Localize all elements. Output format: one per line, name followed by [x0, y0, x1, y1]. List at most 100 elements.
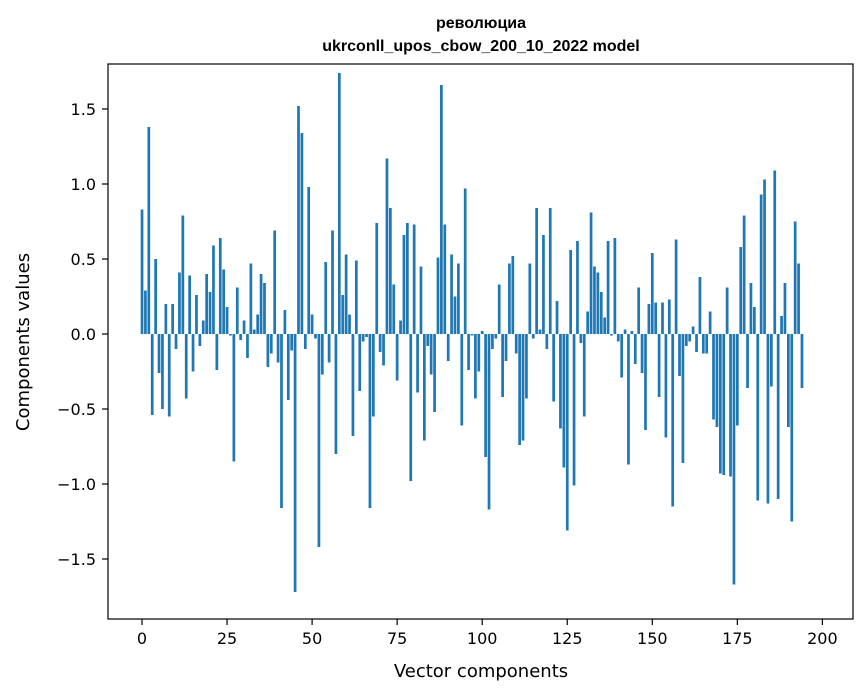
bar-23: [218, 238, 222, 334]
bar-54: [324, 262, 328, 334]
bar-165: [701, 334, 705, 354]
bar-173: [729, 334, 732, 477]
bar-193: [797, 263, 800, 334]
bar-108: [508, 263, 511, 334]
bar-7: [164, 304, 168, 334]
bar-151: [654, 302, 658, 334]
bar-1: [144, 290, 147, 334]
x-tick-label-100: 100: [467, 629, 498, 648]
bar-62: [351, 334, 355, 436]
bar-2: [147, 127, 151, 334]
bar-14: [188, 275, 191, 334]
bar-187: [776, 334, 780, 499]
bar-107: [504, 334, 508, 361]
bar-74: [392, 284, 396, 334]
bar-47: [300, 133, 304, 334]
bar-0: [140, 209, 144, 334]
bar-134: [596, 272, 600, 334]
bar-79: [409, 334, 413, 481]
bar-192: [793, 221, 797, 334]
bar-76: [399, 320, 402, 334]
bar-191: [790, 334, 794, 522]
bar-139: [613, 238, 617, 334]
x-tick-label-175: 175: [722, 629, 753, 648]
bar-149: [647, 304, 651, 334]
y-tick-label-0: −1.5: [57, 550, 96, 569]
bar-44: [290, 334, 294, 351]
bar-69: [375, 223, 379, 334]
bar-153: [661, 302, 664, 334]
y-tick-label-3: 0.0: [71, 325, 96, 344]
bar-91: [450, 254, 453, 334]
bar-25: [225, 307, 229, 334]
bar-115: [531, 334, 535, 339]
bar-73: [388, 208, 392, 334]
bar-171: [722, 334, 726, 475]
bar-156: [671, 334, 675, 507]
bar-154: [664, 334, 668, 438]
bar-15: [191, 334, 195, 372]
bar-102: [487, 334, 491, 510]
bar-24: [222, 269, 226, 334]
bar-180: [752, 307, 756, 334]
bar-42: [283, 310, 287, 334]
bar-41: [280, 334, 283, 508]
bar-96: [467, 334, 470, 370]
bar-167: [708, 311, 712, 334]
bar-166: [705, 334, 709, 354]
bar-99: [477, 334, 481, 372]
bar-53: [320, 334, 324, 375]
bar-130: [582, 334, 586, 417]
bar-131: [586, 311, 590, 334]
bar-66: [365, 334, 368, 337]
bar-137: [606, 241, 610, 334]
bar-3: [150, 334, 154, 415]
bar-85: [429, 334, 433, 375]
plot-frame: [107, 63, 854, 620]
bar-67: [368, 334, 372, 508]
bar-140: [616, 334, 620, 342]
bar-128: [576, 241, 579, 334]
bar-48: [303, 334, 307, 349]
bar-114: [528, 263, 532, 334]
bar-5: [157, 334, 161, 373]
y-tick-label-2: −0.5: [57, 400, 96, 419]
bar-127: [572, 334, 576, 486]
x-axis-ticks: 0 25 50 75 100 125 150 175 200: [137, 619, 838, 648]
bar-150: [650, 253, 654, 334]
x-tick-label-50: 50: [302, 629, 322, 648]
bar-28: [235, 287, 239, 334]
x-tick-label-125: 125: [552, 629, 583, 648]
bar-36: [263, 283, 266, 334]
bar-120: [548, 208, 552, 334]
bar-80: [412, 224, 416, 334]
bar-141: [620, 334, 624, 378]
bar-40: [276, 334, 280, 363]
bar-57: [334, 334, 338, 454]
bar-142: [623, 329, 627, 334]
bar-177: [742, 215, 746, 334]
bar-10: [174, 334, 178, 349]
bar-37: [266, 334, 270, 367]
bar-158: [678, 334, 681, 376]
y-tick-label-1: −1.0: [57, 475, 96, 494]
y-axis-ticks: −1.5 −1.0 −0.5 0.0 0.5 1.0 1.5: [57, 100, 108, 569]
x-tick-label-150: 150: [637, 629, 668, 648]
bar-194: [800, 334, 804, 388]
bar-13: [184, 334, 188, 399]
bar-77: [402, 235, 406, 334]
bar-170: [718, 334, 722, 474]
chart-title: революциа: [436, 15, 526, 32]
bar-35: [259, 274, 263, 334]
bar-104: [494, 334, 498, 339]
bar-82: [419, 266, 423, 334]
bar-189: [783, 283, 787, 334]
bar-103: [491, 334, 494, 349]
bar-178: [746, 334, 749, 388]
bar-27: [232, 334, 236, 462]
bar-88: [440, 85, 443, 334]
chart-subtitle: ukrconll_upos_cbow_200_10_2022 model: [322, 38, 639, 55]
bar-135: [599, 292, 603, 334]
bar-9: [171, 304, 174, 334]
